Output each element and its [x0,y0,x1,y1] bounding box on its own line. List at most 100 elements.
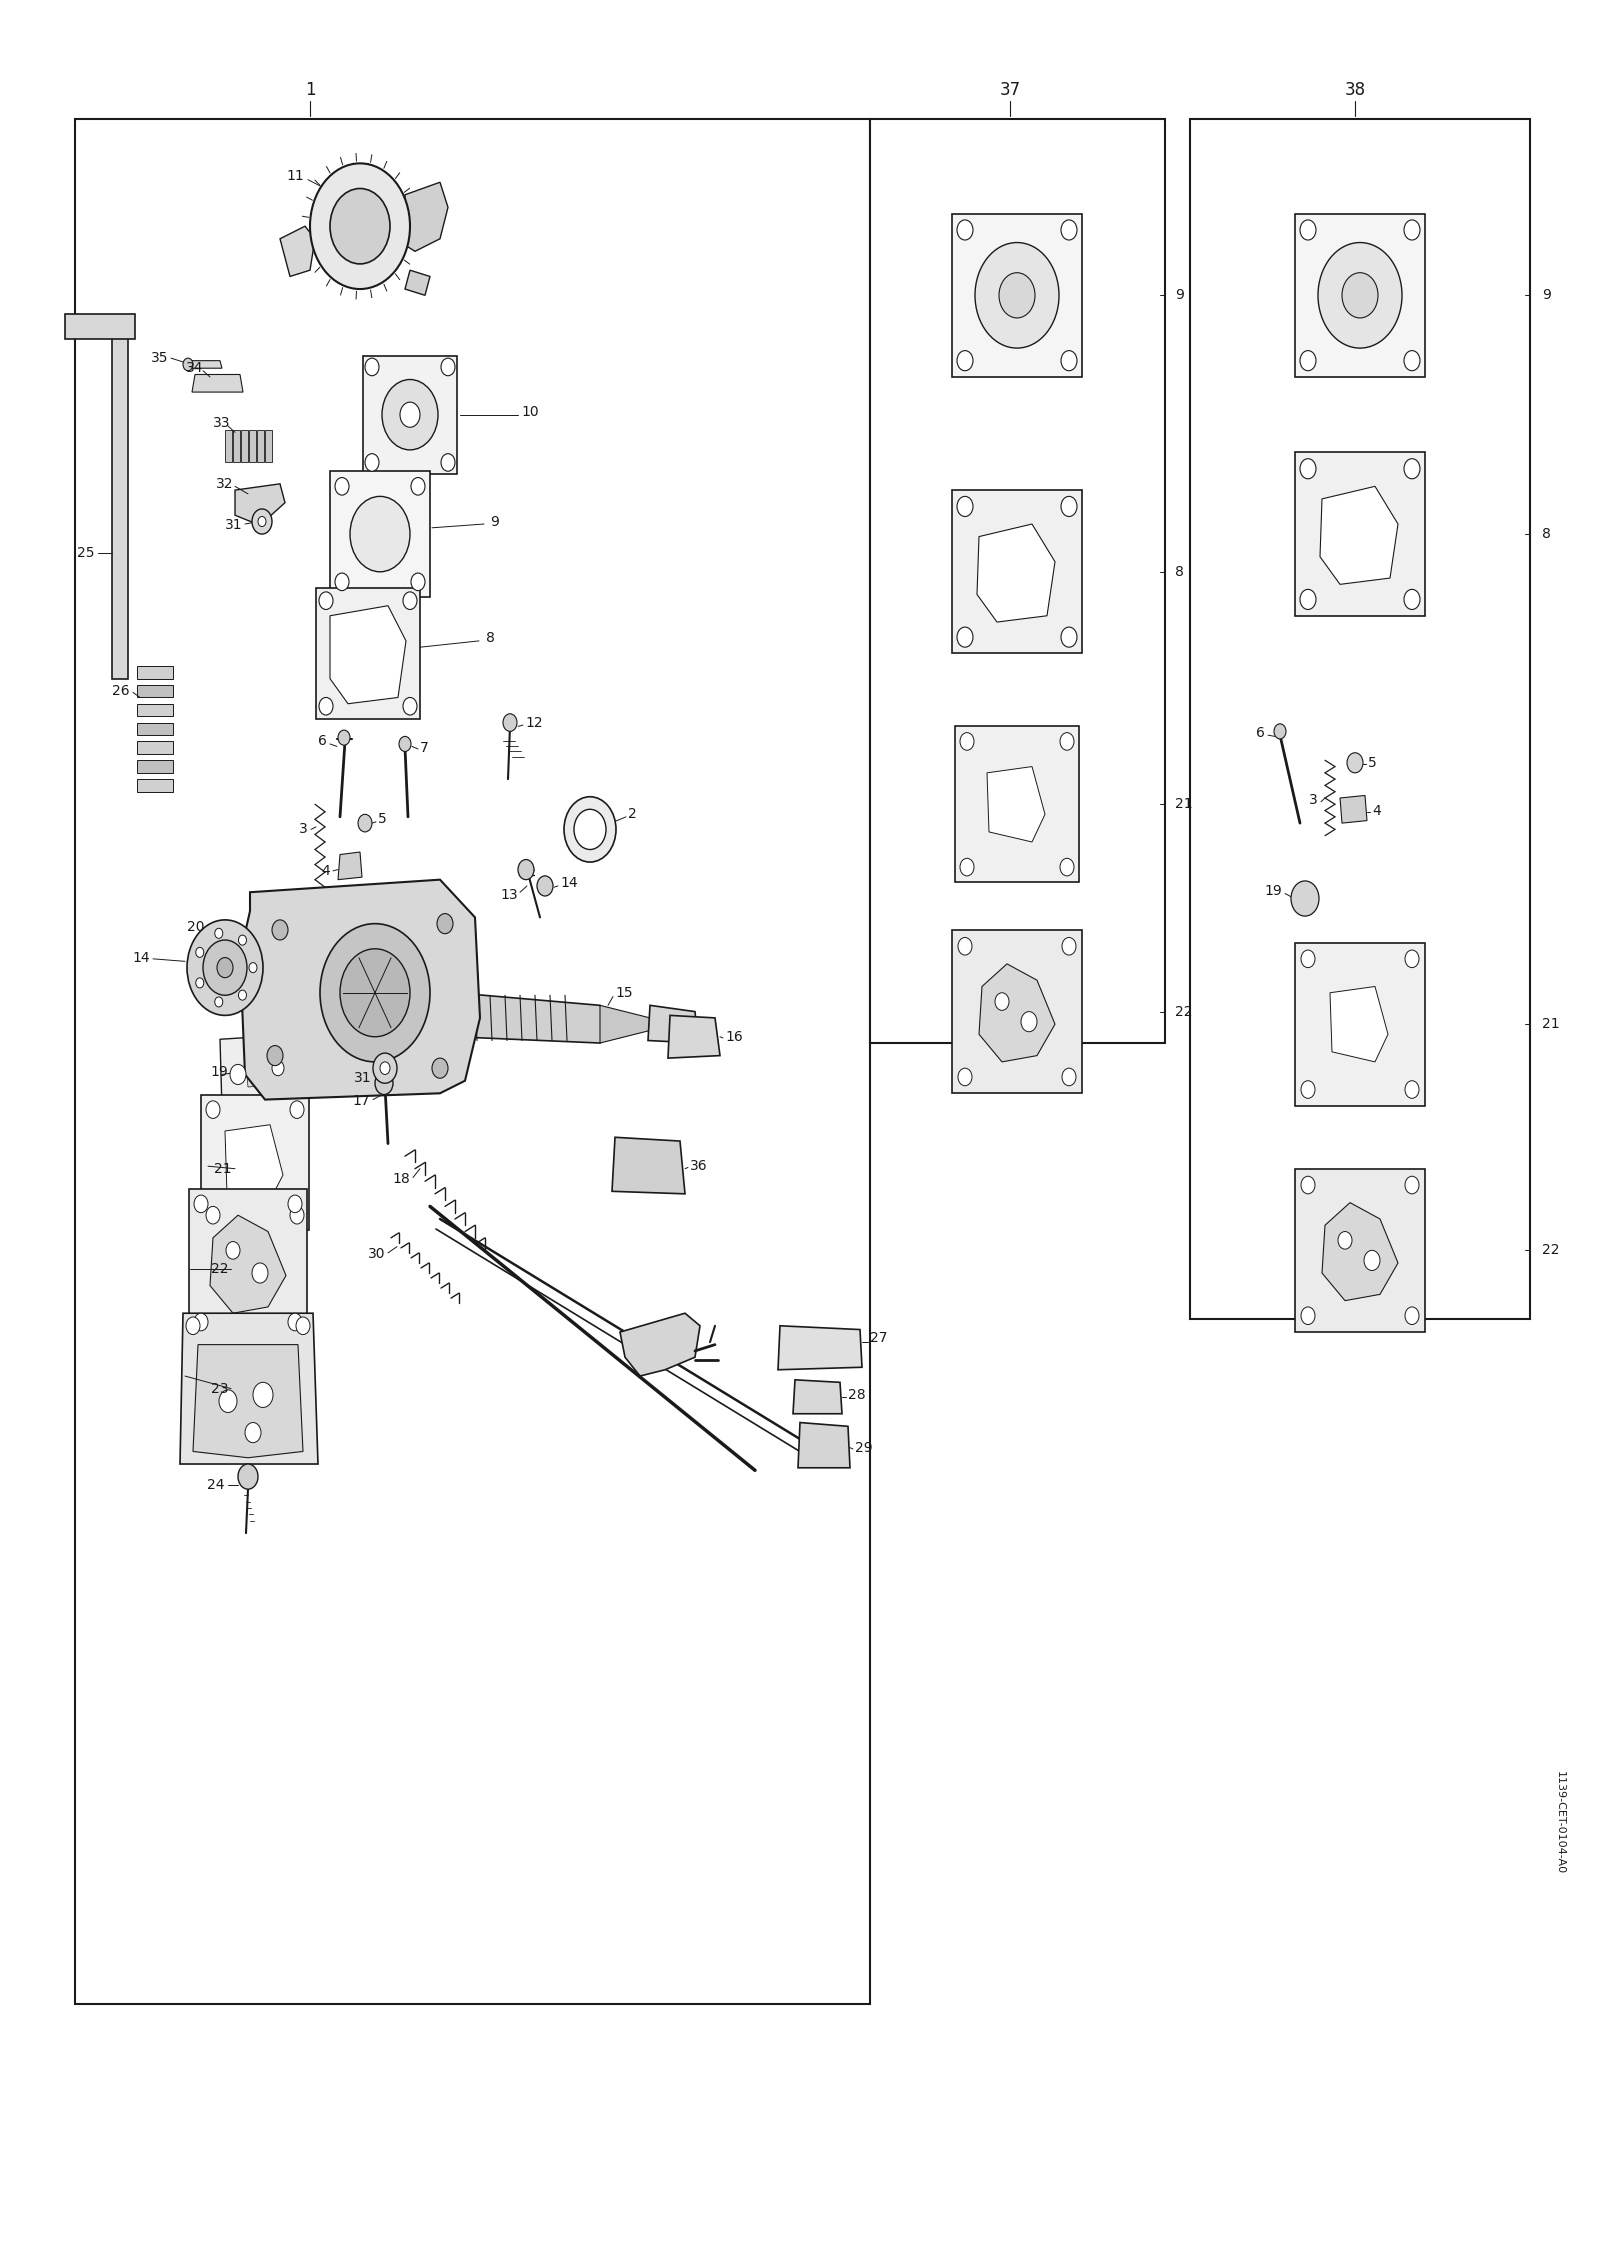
Polygon shape [952,213,1082,378]
Circle shape [1021,1011,1037,1031]
Polygon shape [1294,213,1426,378]
Text: 31: 31 [354,1072,371,1086]
Circle shape [253,1262,269,1283]
Circle shape [290,1206,304,1224]
Polygon shape [600,1004,650,1043]
Text: 12: 12 [525,715,542,731]
Circle shape [1405,1176,1419,1194]
Polygon shape [330,470,430,597]
Text: 2: 2 [627,808,637,821]
Polygon shape [317,588,419,719]
Circle shape [442,455,454,470]
Circle shape [296,1316,310,1335]
Circle shape [1405,950,1419,968]
Text: 29: 29 [854,1441,872,1454]
Circle shape [203,941,246,995]
Circle shape [1062,936,1075,955]
Circle shape [374,1072,394,1095]
Circle shape [1405,219,1421,240]
Circle shape [350,495,410,572]
Text: 19: 19 [1264,884,1282,898]
Circle shape [1062,1068,1075,1086]
Text: 16: 16 [725,1029,742,1043]
Bar [1190,120,1530,1319]
Circle shape [219,1389,237,1411]
Polygon shape [280,226,315,276]
Circle shape [288,1314,302,1330]
Circle shape [998,274,1035,319]
Circle shape [258,516,266,527]
Circle shape [338,731,350,744]
Circle shape [373,1054,397,1083]
Text: 3: 3 [1309,794,1318,808]
Text: 38: 38 [1344,81,1365,100]
Text: 28: 28 [848,1389,866,1402]
Circle shape [1301,950,1315,968]
Circle shape [330,188,390,265]
Circle shape [1291,880,1318,916]
Circle shape [1059,857,1074,875]
Circle shape [230,1065,246,1083]
Circle shape [1405,1081,1419,1099]
Text: 35: 35 [150,351,168,364]
Text: 37: 37 [1000,81,1021,100]
Polygon shape [405,269,430,296]
Circle shape [182,357,194,371]
Polygon shape [363,355,458,473]
Circle shape [563,796,616,862]
Text: 22: 22 [1174,1004,1192,1018]
Polygon shape [138,742,173,753]
Polygon shape [186,360,222,369]
Polygon shape [192,375,243,391]
Circle shape [226,1242,240,1260]
Circle shape [1299,590,1315,608]
Polygon shape [235,484,285,525]
Circle shape [1405,590,1421,608]
Circle shape [403,697,418,715]
Polygon shape [138,703,173,717]
Polygon shape [611,1138,685,1194]
Circle shape [411,572,426,590]
Polygon shape [952,491,1082,654]
Circle shape [310,163,410,290]
Circle shape [206,1206,221,1224]
Text: 9: 9 [1542,287,1550,303]
Text: 14: 14 [560,875,578,891]
Polygon shape [210,1215,286,1314]
Text: 21: 21 [1542,1018,1560,1031]
Circle shape [365,357,379,375]
Circle shape [365,455,379,470]
Text: 13: 13 [501,887,518,903]
Text: 5: 5 [1368,756,1376,769]
Circle shape [1318,242,1402,348]
Circle shape [957,219,973,240]
Text: 6: 6 [1256,726,1266,740]
Text: 20: 20 [187,921,205,934]
Polygon shape [240,880,480,1099]
Circle shape [518,860,534,880]
Polygon shape [202,1095,309,1231]
Circle shape [187,921,262,1016]
Text: 3: 3 [299,823,307,837]
Circle shape [245,1423,261,1443]
Text: 21: 21 [1174,796,1192,812]
Text: 27: 27 [870,1332,888,1346]
Text: 22: 22 [1542,1244,1560,1258]
Circle shape [250,964,258,973]
Polygon shape [794,1380,842,1414]
Circle shape [253,1382,274,1407]
Circle shape [238,1464,258,1488]
Text: 4: 4 [1373,803,1381,817]
Text: 8: 8 [1174,566,1184,579]
Circle shape [574,810,606,851]
Text: 17: 17 [352,1095,370,1108]
Polygon shape [194,1344,302,1457]
Circle shape [238,991,246,1000]
Circle shape [1299,351,1315,371]
Polygon shape [66,314,134,339]
Polygon shape [987,767,1045,841]
Polygon shape [138,685,173,697]
Polygon shape [189,1190,307,1337]
Polygon shape [338,853,362,880]
Polygon shape [1294,1169,1426,1332]
